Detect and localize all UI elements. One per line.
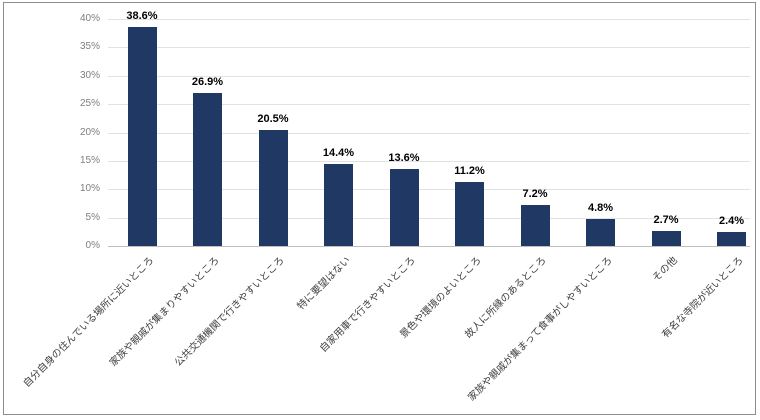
- y-axis-tick-label: 30%: [79, 69, 100, 81]
- y-axis-tick-label: 40%: [79, 13, 100, 24]
- y-axis-tick-label: 20%: [79, 126, 100, 138]
- bar-value-label: 13.6%: [388, 151, 420, 164]
- y-axis-tick-label: 5%: [85, 211, 100, 223]
- y-axis-tick-label: 0%: [85, 240, 100, 251]
- x-axis-category-label: 公共交通機関で行きやすいところ: [172, 255, 287, 369]
- bar: [127, 26, 157, 246]
- gridline: [108, 104, 750, 106]
- y-axis-tick-label: 10%: [79, 183, 100, 195]
- gridline: [108, 75, 750, 77]
- y-axis-tick-label: 25%: [79, 98, 100, 110]
- bar: [389, 168, 419, 246]
- bar-value-label: 2.4%: [718, 215, 745, 228]
- bar-value-label: 2.7%: [653, 213, 679, 226]
- gridline: [108, 189, 750, 191]
- bar-value-label: 11.2%: [454, 165, 485, 178]
- bar-value-label: 14.4%: [322, 147, 355, 160]
- gridline: [108, 19, 750, 20]
- gridline: [108, 132, 750, 134]
- bar: [324, 164, 353, 246]
- x-axis-category-label: 特に要望はない: [295, 255, 353, 313]
- bar: [586, 218, 615, 246]
- bar-value-label: 38.6%: [126, 9, 158, 22]
- gridline: [108, 160, 750, 162]
- gridline: [108, 47, 750, 49]
- gridline: [108, 217, 750, 219]
- bar: [258, 129, 288, 246]
- x-axis-category-label: 家族や親戚が集まりやすいところ: [107, 255, 222, 369]
- bar-value-label: 26.9%: [191, 76, 224, 89]
- bar-value-label: 20.5%: [257, 112, 289, 125]
- bar: [193, 93, 222, 246]
- x-axis-category-label: 家族や親戚が集まって食事がしやすいところ: [465, 255, 615, 404]
- x-axis-line: [108, 246, 750, 247]
- bar: [455, 182, 484, 246]
- bar: [520, 205, 550, 246]
- bar-value-label: 4.8%: [587, 201, 614, 214]
- bar-value-label: 7.2%: [522, 188, 548, 201]
- bar: [717, 232, 746, 246]
- y-axis-tick-label: 15%: [79, 154, 100, 166]
- x-axis-category-label: その他: [650, 255, 680, 284]
- x-axis-category-label: 自分自身の住んでいる場所に近いところ: [21, 255, 156, 390]
- y-axis-tick-label: 35%: [79, 41, 100, 53]
- bar: [651, 230, 681, 246]
